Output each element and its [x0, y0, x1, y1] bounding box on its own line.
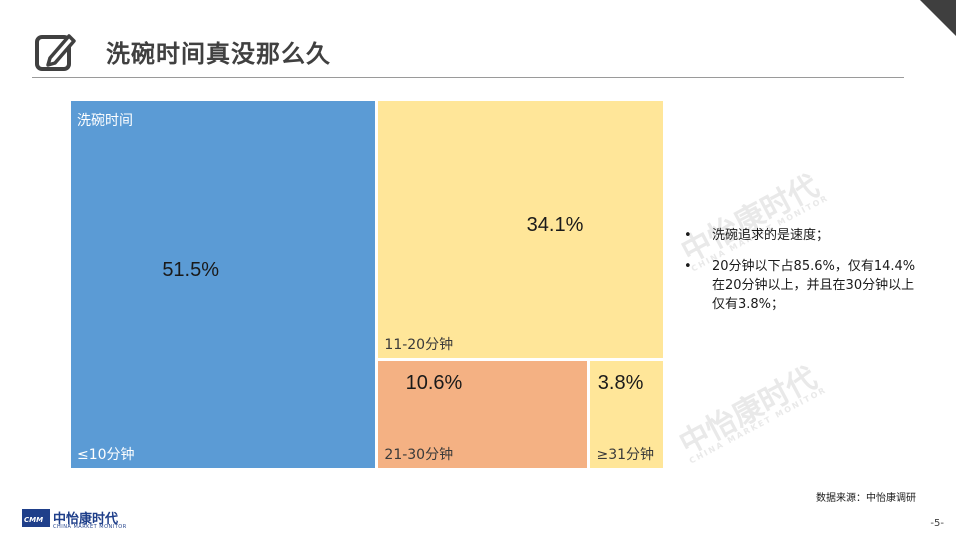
- tile-name-le10: ≤10分钟: [77, 447, 135, 463]
- edit-icon: [35, 34, 76, 71]
- page-number: -5-: [930, 518, 944, 529]
- tile-name-11-20: 11-20分钟: [384, 336, 454, 353]
- title-divider: [32, 77, 904, 78]
- bullet-dot: •: [684, 259, 692, 274]
- bullet-dot: •: [684, 228, 692, 243]
- chart-title: 洗碗时间: [77, 113, 133, 129]
- logo-mark: CMM: [22, 509, 50, 527]
- treemap-tile: 10.6% 21-30分钟: [378, 360, 588, 468]
- note-item: • 20分钟以下占85.6%，仅有14.4%在20分钟以上，并且在30分钟以上仅…: [684, 257, 924, 314]
- tile-value-label: 51.5%: [162, 258, 220, 281]
- treemap-tile: 3.8% ≥31分钟: [590, 360, 664, 468]
- logo-name: 中怡康时代: [53, 512, 119, 527]
- data-source: 数据来源：中怡康调研: [816, 493, 916, 504]
- notes-list: • 洗碗追求的是速度； • 20分钟以下占85.6%，仅有14.4%在20分钟以…: [684, 226, 924, 326]
- note-text: 20分钟以下占85.6%，仅有14.4%在20分钟以上，并且在30分钟以上仅有3…: [712, 259, 916, 312]
- treemap-tile: 34.1% 11-20分钟: [378, 101, 664, 358]
- logo-tagline: CHINA MARKET MONITOR: [53, 524, 127, 530]
- treemap-tile: 51.5% ≤10分钟: [71, 101, 376, 468]
- tile-value-label: 10.6%: [405, 372, 463, 395]
- corner-decoration: [920, 0, 956, 36]
- tile-value-label: 34.1%: [526, 213, 584, 236]
- note-text: 洗碗追求的是速度；: [712, 228, 830, 243]
- tile-name-ge31: ≥31分钟: [596, 446, 655, 463]
- tile-name-21-30: 21-30分钟: [384, 446, 454, 463]
- note-item: • 洗碗追求的是速度；: [684, 226, 924, 245]
- tile-value-label: 3.8%: [597, 372, 644, 395]
- page-title: 洗碗时间真没那么久: [106, 40, 331, 68]
